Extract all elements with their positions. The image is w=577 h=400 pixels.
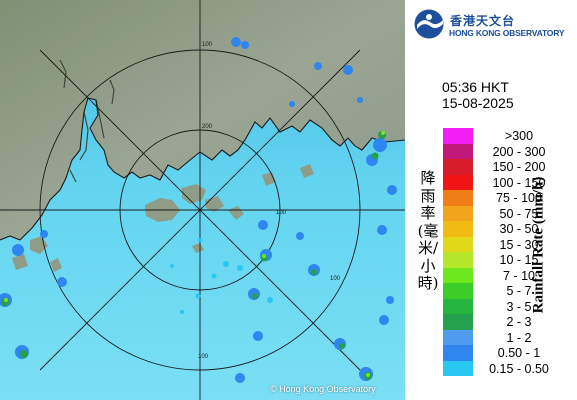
range-label: 100 [202,42,213,48]
legend-item: 0.15 - 0.50 [443,360,563,376]
legend-swatch [443,298,473,314]
coastline [0,97,405,241]
legend-item: 5 - 7 [443,283,563,299]
legend-label: 100 - 150 [492,175,546,190]
legend-swatch [443,345,473,361]
hko-emblem-icon [414,9,444,39]
logo-name-en: HONG KONG OBSERVATORY [449,28,565,38]
legend-item: 50 - 75 [443,205,563,221]
legend-label: 1 - 2 [506,330,532,345]
legend-swatch [443,174,473,190]
legend-swatch [443,267,473,283]
legend-label: 75 - 100 [496,191,542,205]
rain-echoes [0,37,397,383]
range-label: 200 [202,124,213,130]
legend-item: 2 - 3 [443,314,563,330]
legend-swatch [443,314,473,330]
legend-item: 15 - 30 [443,236,563,252]
legend-item: 10 - 15 [443,252,563,268]
radar-image: 100 200 100 100 100 [0,0,405,400]
islands [12,164,314,272]
legend-label: 5 - 7 [506,284,532,298]
legend-swatch [443,205,473,221]
legend-label: 10 - 15 [499,253,539,267]
legend-swatch [443,360,473,376]
legend-title-zh: 降雨率(毫米/小時) [417,169,439,292]
legend-label: 15 - 30 [499,237,539,252]
legend-swatch [443,143,473,159]
mainland [0,0,405,240]
legend-label: 50 - 75 [499,206,539,221]
range-rings [0,0,405,400]
logo-name-zh: 香港天文台 [450,14,516,28]
legend-swatch [443,252,473,268]
legend-panel: 香港天文台 HONG KONG OBSERVATORY 05:36 HKT 15… [405,0,577,400]
legend-swatch [443,190,473,206]
legend-item: 30 - 50 [443,221,563,237]
legend-label: 200 - 300 [492,144,546,159]
legend-item: 150 - 200 [443,159,563,175]
legend-swatch [443,283,473,299]
legend-item: 100 - 150 [443,174,563,190]
legend-item: 7 - 10 [443,267,563,283]
legend-item: 3 - 5 [443,298,563,314]
legend-item: 1 - 2 [443,329,563,345]
radar-date: 15-08-2025 [442,95,514,111]
legend-item: 200 - 300 [443,143,563,159]
legend-label: 7 - 10 [503,268,535,283]
legend-label: 2 - 3 [506,315,532,329]
legend-swatch [443,236,473,252]
copyright-notice: © Hong Kong Observatory [270,384,376,394]
range-label: 100 [198,354,209,360]
range-label: 100 [276,210,287,216]
legend-label: >300 [504,129,534,143]
legend-label: 0.50 - 1 [497,346,541,360]
legend-item: 0.50 - 1 [443,345,563,361]
legend-swatch [443,329,473,345]
legend-swatch [443,128,473,144]
hko-logo[interactable]: 香港天文台 HONG KONG OBSERVATORY [413,6,577,42]
legend-item: 75 - 100 [443,190,563,206]
legend-swatch [443,221,473,237]
legend-swatch [443,159,473,175]
legend-label: 30 - 50 [499,222,539,236]
legend-item: >300 [443,128,563,144]
legend-label: 150 - 200 [492,160,546,174]
radar-time: 05:36 HKT [442,79,509,95]
legend-label: 0.15 - 0.50 [489,361,549,376]
radar-map: 100 200 100 100 100 © Hong Kong Observat… [0,0,405,400]
range-label: 100 [330,276,341,282]
legend-label: 3 - 5 [506,299,532,314]
